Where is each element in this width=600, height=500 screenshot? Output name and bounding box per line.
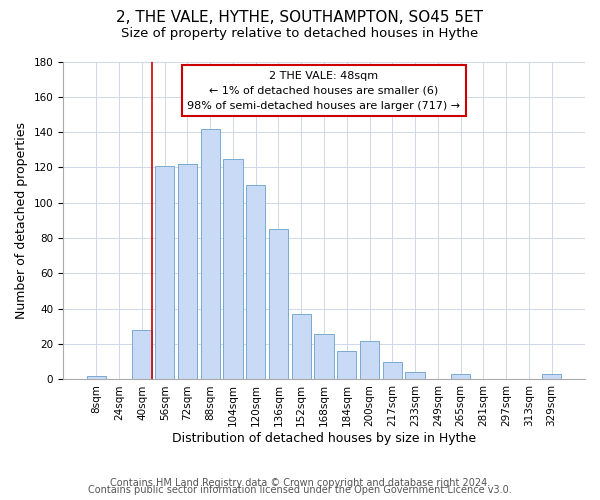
Bar: [223, 158, 242, 380]
Bar: [542, 374, 561, 380]
Text: Contains public sector information licensed under the Open Government Licence v3: Contains public sector information licen…: [88, 485, 512, 495]
Bar: [406, 372, 425, 380]
Bar: [200, 128, 220, 380]
X-axis label: Distribution of detached houses by size in Hythe: Distribution of detached houses by size …: [172, 432, 476, 445]
Bar: [87, 376, 106, 380]
Bar: [337, 351, 356, 380]
Bar: [178, 164, 197, 380]
Text: 2 THE VALE: 48sqm
← 1% of detached houses are smaller (6)
98% of semi-detached h: 2 THE VALE: 48sqm ← 1% of detached house…: [187, 71, 461, 110]
Bar: [360, 340, 379, 380]
Text: Size of property relative to detached houses in Hythe: Size of property relative to detached ho…: [121, 28, 479, 40]
Y-axis label: Number of detached properties: Number of detached properties: [15, 122, 28, 319]
Bar: [314, 334, 334, 380]
Text: Contains HM Land Registry data © Crown copyright and database right 2024.: Contains HM Land Registry data © Crown c…: [110, 478, 490, 488]
Bar: [246, 185, 265, 380]
Bar: [292, 314, 311, 380]
Bar: [155, 166, 175, 380]
Text: 2, THE VALE, HYTHE, SOUTHAMPTON, SO45 5ET: 2, THE VALE, HYTHE, SOUTHAMPTON, SO45 5E…: [116, 10, 484, 25]
Bar: [451, 374, 470, 380]
Bar: [269, 230, 288, 380]
Bar: [132, 330, 152, 380]
Bar: [383, 362, 402, 380]
